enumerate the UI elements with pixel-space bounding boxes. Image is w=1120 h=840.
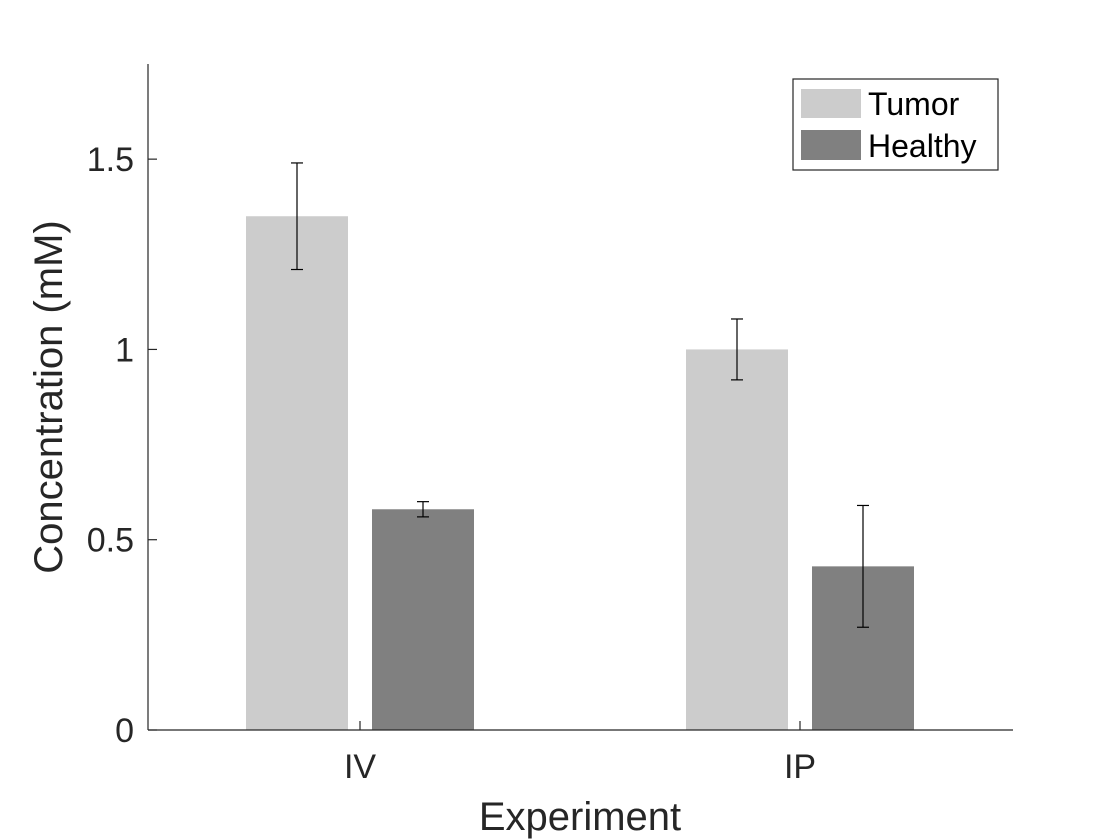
- y-ticks: 0 0.5 1 1.5: [87, 141, 157, 750]
- legend-label-healthy: Healthy: [868, 128, 977, 164]
- x-axis-title: Experiment: [479, 795, 681, 839]
- error-bar-tumor-ip: [731, 318, 743, 381]
- error-bar-tumor-iv: [291, 162, 303, 271]
- error-bar-healthy-iv: [417, 501, 429, 518]
- bars-layer: [246, 216, 914, 730]
- error-bar-healthy-ip: [857, 504, 869, 628]
- y-axis-title: Concentration (mM): [27, 220, 71, 573]
- y-tick-label: 1: [115, 331, 134, 369]
- x-ticks: IV IP: [344, 721, 816, 786]
- bar-tumor-iv: [246, 216, 348, 730]
- y-tick-label: 0: [115, 712, 134, 750]
- y-tick-label: 0.5: [87, 522, 134, 560]
- legend-swatch-tumor: [801, 89, 861, 118]
- x-tick-label: IP: [784, 748, 816, 786]
- error-bars-layer: [291, 162, 869, 628]
- y-tick-label: 1.5: [87, 141, 134, 179]
- x-tick-label: IV: [344, 748, 376, 786]
- bar-healthy-iv: [372, 509, 474, 730]
- bar-tumor-ip: [686, 349, 788, 730]
- legend: Tumor Healthy: [792, 78, 999, 171]
- legend-swatch-healthy: [801, 130, 861, 160]
- legend-label-tumor: Tumor: [868, 86, 960, 122]
